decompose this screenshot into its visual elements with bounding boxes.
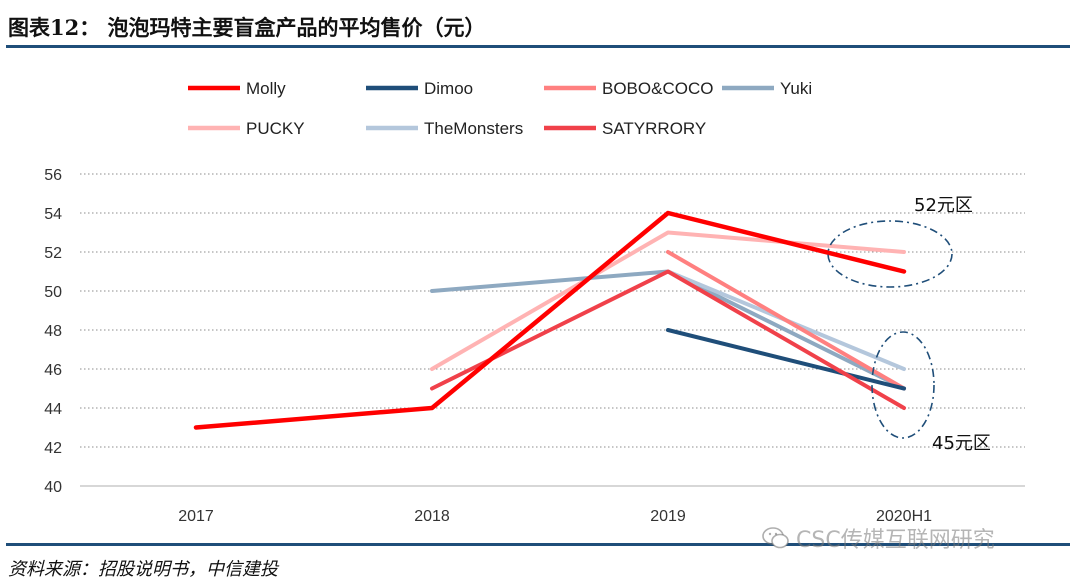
figure-title: 图表12： 泡泡玛特主要盲盒产品的平均售价（元） xyxy=(8,15,486,40)
legend-label: TheMonsters xyxy=(424,119,523,138)
y-tick-label: 46 xyxy=(44,362,62,379)
x-tick-label: 2017 xyxy=(178,508,214,525)
y-tick-label: 54 xyxy=(44,206,62,223)
watermark: CSC传媒互联网研究 xyxy=(762,522,995,554)
wechat-icon xyxy=(762,527,789,549)
line-chart: 40 42 44 46 48 50 52 54 56 2017 2018 2019 2020H1 52元… xyxy=(44,79,1025,525)
y-tick-label: 42 xyxy=(44,440,62,457)
series-line-pucky xyxy=(430,230,906,371)
y-tick-label: 44 xyxy=(44,401,62,418)
legend-label: PUCKY xyxy=(246,119,305,138)
series-line-bobo-coco xyxy=(666,250,906,391)
annotation-label-45: 45元区 xyxy=(932,433,991,454)
x-tick-label: 2019 xyxy=(650,508,686,525)
x-tick-label: 2020H1 xyxy=(876,508,932,525)
annotation-ellipse-52 xyxy=(827,220,953,288)
y-tick-label: 56 xyxy=(44,167,62,184)
legend-label: SATYRRORY xyxy=(602,119,706,138)
series-lines xyxy=(193,210,907,430)
axes: 40 42 44 46 48 50 52 54 56 2017 2018 2019 2020H1 xyxy=(44,167,1025,525)
legend-label: Dimoo xyxy=(424,79,473,98)
source-note: 资料来源：招股说明书，中信建投 xyxy=(8,559,278,580)
y-tick-label: 52 xyxy=(44,245,62,262)
annotations: 52元区 45元区 xyxy=(827,195,991,454)
series-line-satyrrory xyxy=(430,269,906,410)
x-tick-label: 2018 xyxy=(414,508,450,525)
legend-label: Yuki xyxy=(780,79,812,98)
legend-label: Molly xyxy=(246,79,286,98)
annotation-label-52: 52元区 xyxy=(914,195,973,216)
y-tick-label: 40 xyxy=(44,479,62,496)
series-line-molly xyxy=(193,210,907,430)
series-line-dimoo xyxy=(666,328,906,391)
annotation-ellipse-45 xyxy=(871,331,935,439)
bottom-rule xyxy=(6,543,1070,546)
top-rule xyxy=(6,45,1070,48)
y-tick-label: 50 xyxy=(44,284,62,301)
watermark-text: CSC传媒互联网研究 xyxy=(796,528,995,553)
legend-label: BOBO&COCO xyxy=(602,79,713,98)
legend: Molly Dimoo BOBO&COCO Yuki PUCKY TheMonsters S… xyxy=(188,79,812,138)
y-tick-label: 48 xyxy=(44,323,62,340)
